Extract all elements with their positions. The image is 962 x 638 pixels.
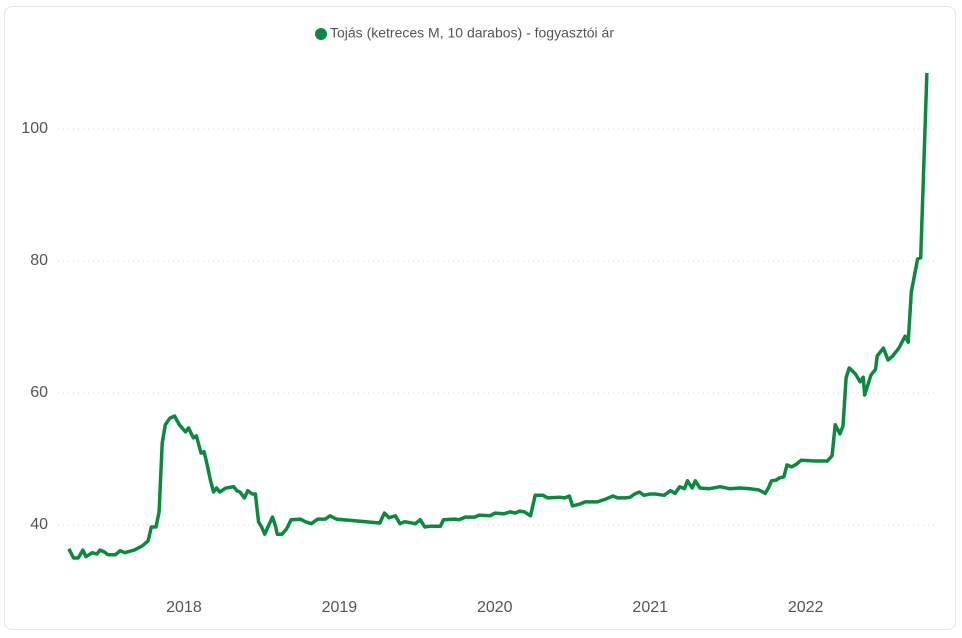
x-tick-label: 2019 bbox=[322, 599, 358, 616]
legend-marker[interactable] bbox=[315, 28, 327, 40]
chart-frame bbox=[4, 6, 956, 630]
x-tick-label: 2022 bbox=[788, 599, 824, 616]
y-tick-label: 40 bbox=[30, 516, 48, 533]
x-tick-label: 2020 bbox=[477, 599, 513, 616]
y-tick-label: 100 bbox=[21, 120, 48, 137]
y-tick-label: 80 bbox=[30, 252, 48, 269]
y-tick-label: 60 bbox=[30, 384, 48, 401]
line-series bbox=[67, 72, 929, 560]
x-tick-label: 2021 bbox=[632, 599, 668, 616]
x-tick-label: 2018 bbox=[166, 599, 202, 616]
legend-label[interactable]: Tojás (ketreces M, 10 darabos) - fogyasz… bbox=[330, 25, 614, 41]
